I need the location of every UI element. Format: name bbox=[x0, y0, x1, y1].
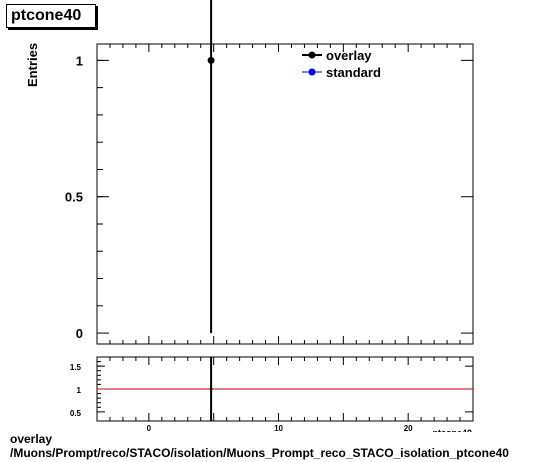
ratio-point bbox=[209, 387, 213, 391]
ratio-x-tick-label: 10 bbox=[274, 424, 283, 433]
legend-marker bbox=[308, 51, 316, 59]
ratio-y-tick-label: 1.5 bbox=[70, 363, 82, 372]
legend-label: standard bbox=[326, 65, 381, 80]
x-axis-title: ptcone40 bbox=[432, 428, 472, 438]
legend-marker bbox=[308, 68, 316, 76]
overlay-point bbox=[207, 56, 215, 64]
ratio-y-tick-label: 1 bbox=[77, 386, 82, 395]
y-tick-label: 1 bbox=[76, 53, 83, 68]
ratio-x-tick-label: 0 bbox=[147, 424, 152, 433]
main-frame bbox=[96, 43, 474, 345]
legend-label: overlay bbox=[326, 48, 372, 63]
footer-path: /Muons/Prompt/reco/STACO/isolation/Muons… bbox=[10, 446, 509, 460]
y-axis-title: Entries bbox=[25, 43, 40, 87]
y-tick-label: 0 bbox=[76, 326, 83, 341]
ratio-y-tick-label: 0.5 bbox=[70, 409, 82, 418]
ratio-x-tick-label: 20 bbox=[404, 424, 413, 433]
footer-label: overlay bbox=[10, 432, 53, 446]
main-plot: 0 0.5 1 Entries overlay standard bbox=[25, 0, 474, 345]
y-tick-label: 0.5 bbox=[65, 190, 83, 205]
legend: overlay standard bbox=[302, 48, 381, 80]
ratio-plot: 0.5 1 1.5 0 10 20 ptcone40 bbox=[70, 356, 474, 438]
histogram-title: ptcone40 bbox=[6, 4, 96, 28]
